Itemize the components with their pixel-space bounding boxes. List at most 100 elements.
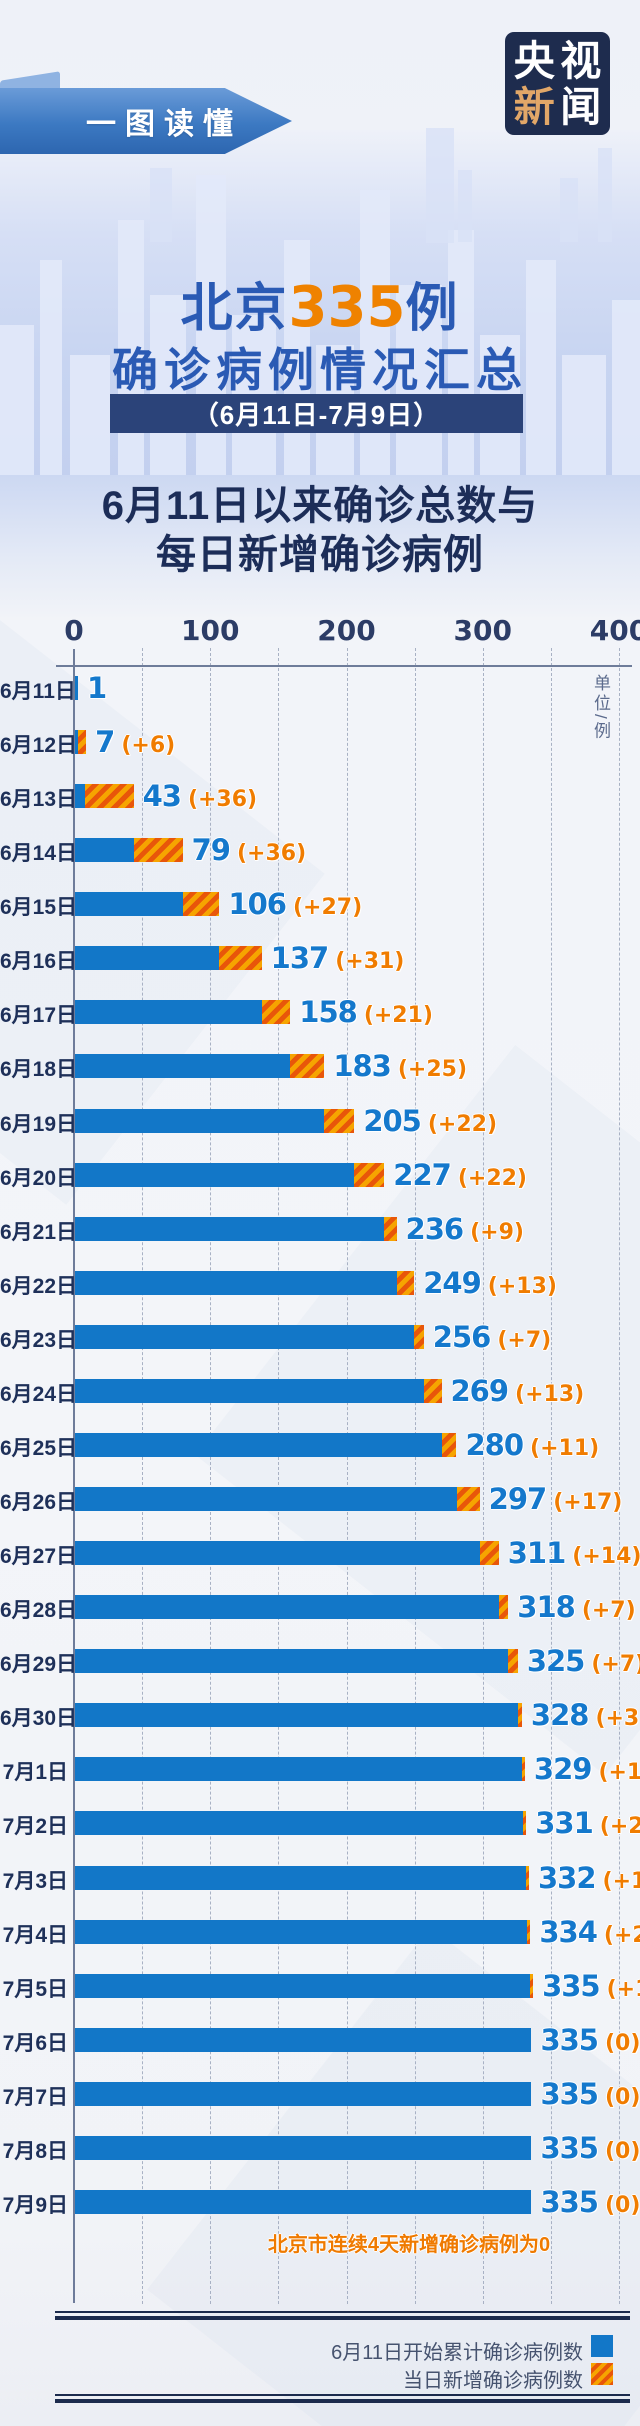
row-value-label: 236 (+9) <box>406 1212 524 1252</box>
row-bar <box>75 2027 532 2052</box>
gridline-350 <box>550 648 552 2304</box>
row-bar <box>75 1054 325 1079</box>
row-date-label: 6月13日 <box>0 788 78 812</box>
cumulative-segment <box>75 1324 415 1349</box>
date-range-bar: （6月11日-7月9日） <box>110 394 523 433</box>
row-value-label: 43 (+36) <box>143 779 258 819</box>
total-value: 318 <box>517 1590 576 1625</box>
cumulative-segment <box>75 1919 528 1944</box>
row-value-label: 297 (+17) <box>489 1482 623 1522</box>
row-bar <box>75 1162 385 1187</box>
total-value: 158 <box>299 995 358 1030</box>
row-bar <box>75 892 220 917</box>
row-bar <box>75 1541 499 1566</box>
logo-char: 新 <box>513 83 555 130</box>
cumulative-segment <box>75 1378 424 1403</box>
delta-value: (+22) <box>457 1165 527 1191</box>
total-value: 106 <box>228 887 287 922</box>
total-value: 79 <box>191 833 231 868</box>
delta-value: (0) <box>604 2030 640 2056</box>
total-value: 236 <box>405 1211 465 1246</box>
logo-char: 视 <box>560 37 602 84</box>
total-value: 280 <box>465 1427 525 1462</box>
new-cases-segment <box>133 838 183 863</box>
row-value-label: 137 (+31) <box>271 941 405 981</box>
unit-label: 单位/例 <box>591 674 610 742</box>
delta-value: (+36) <box>187 787 258 813</box>
title-city: 北京 <box>180 280 289 338</box>
total-value: 334 <box>539 1914 598 1949</box>
legend-swatch-cumulative <box>591 2335 613 2357</box>
cumulative-segment <box>75 1162 355 1187</box>
cumulative-segment <box>75 1865 526 1890</box>
title-count: 335 <box>288 275 406 340</box>
row-value-label: 335 (0) <box>540 2077 640 2117</box>
logo-char: 央 <box>513 37 555 84</box>
gridline-150 <box>278 648 280 2304</box>
row-value-label: 280 (+11) <box>466 1428 600 1468</box>
total-value: 335 <box>540 2130 599 2165</box>
x-tick-300: 300 <box>453 614 512 647</box>
cumulative-segment <box>75 2135 532 2160</box>
delta-value: (+6) <box>121 733 176 759</box>
row-date-label: 6月28日 <box>0 1599 78 1623</box>
new-cases-segment <box>508 1649 518 1674</box>
cumulative-segment <box>75 1487 457 1512</box>
row-value-label: 7 (+6) <box>95 725 175 765</box>
row-date-label: 6月30日 <box>0 1707 78 1731</box>
divider-bottom <box>55 2394 630 2403</box>
row-bar <box>75 946 262 971</box>
row-date-label: 6月11日 <box>0 680 76 703</box>
cumulative-segment <box>75 838 134 863</box>
total-value: 249 <box>423 1265 482 1300</box>
x-tick-400: 400 <box>589 614 640 647</box>
gridline-250 <box>414 648 416 2304</box>
page-title: 北京335例 <box>0 266 640 341</box>
row-bar <box>75 1216 397 1241</box>
gridline-300 <box>482 648 484 2304</box>
row-bar <box>75 676 78 700</box>
new-cases-segment <box>384 1216 397 1241</box>
cumulative-segment <box>75 784 85 809</box>
total-value: 328 <box>530 1698 590 1733</box>
date-range-label: （6月11日-7月9日） <box>192 400 441 430</box>
cumulative-segment <box>75 1108 325 1133</box>
cctv-news-logo: 央 视 新 闻 <box>505 32 610 135</box>
row-date-label: 6月20日 <box>0 1166 78 1190</box>
delta-value: (+13) <box>515 1381 585 1407</box>
total-value: 332 <box>537 1860 597 1895</box>
row-date-label: 7月9日 <box>2 2193 68 2217</box>
legend-label-daily-new: 当日新增确诊病例数 <box>403 2370 583 2392</box>
row-bar <box>75 2081 532 2106</box>
row-date-label: 7月4日 <box>2 1923 68 1947</box>
new-cases-segment <box>530 1973 534 1998</box>
row-value-label: 335 (0) <box>540 2131 640 2171</box>
divider-top <box>55 2311 630 2320</box>
row-value-label: 256 (+7) <box>433 1320 551 1360</box>
row-value-label: 269 (+13) <box>451 1374 585 1414</box>
cumulative-segment <box>75 1973 531 1998</box>
new-cases-segment <box>441 1432 457 1457</box>
delta-value: (+1) <box>602 1868 640 1894</box>
cumulative-segment <box>75 1432 442 1457</box>
row-date-label: 6月29日 <box>0 1653 78 1677</box>
new-cases-segment <box>396 1270 415 1295</box>
cumulative-segment <box>75 2189 532 2214</box>
row-bar <box>75 1595 509 1620</box>
row-value-label: 331(+2) <box>535 1806 640 1846</box>
total-value: 297 <box>488 1482 548 1517</box>
row-value-label: 183 (+25) <box>333 1049 467 1089</box>
new-cases-segment <box>479 1541 499 1566</box>
row-value-label: 335 (0) <box>540 2023 640 2063</box>
x-tick-0: 0 <box>64 614 84 647</box>
new-cases-segment <box>290 1054 325 1079</box>
total-value: 7 <box>95 725 115 760</box>
chart-title: 6月11日以来确诊总数与 每日新增确诊病例 <box>0 482 640 580</box>
row-value-label: 334(+2) <box>539 1915 640 1955</box>
ribbon-label: 一图读懂 <box>86 108 242 141</box>
x-tick-200: 200 <box>317 614 376 647</box>
total-value: 269 <box>450 1373 510 1408</box>
delta-value: (+1) <box>598 1760 640 1786</box>
row-value-label: 325 (+7) <box>527 1644 640 1684</box>
